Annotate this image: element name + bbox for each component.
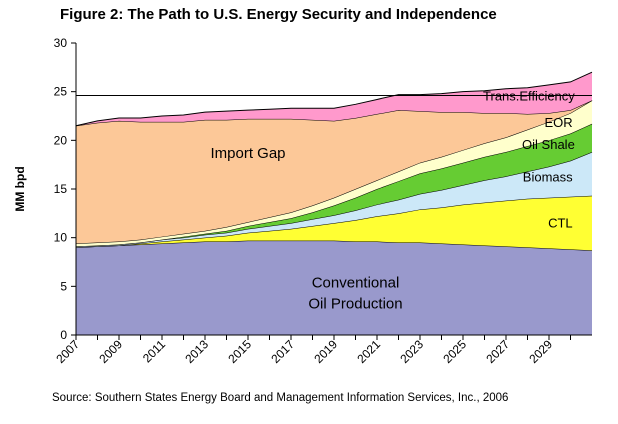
y-tick-label: 15	[54, 182, 68, 196]
x-tick-label: 2029	[526, 337, 555, 366]
series-labels: Conventional Oil Production CTL Biomass Oil …	[210, 89, 575, 313]
area-conventional-oil-production	[76, 240, 592, 335]
boundary-trans-efficiency	[75, 71, 593, 127]
x-tick-label: 2009	[96, 337, 125, 366]
x-tick-label: 2013	[182, 337, 211, 366]
label-import-gap: Import Gap	[210, 145, 285, 162]
y-tick-label: 10	[54, 231, 68, 245]
label-conventional-oil-production: Conventional Oil Production	[308, 275, 402, 313]
x-tick-label: 2011	[140, 337, 168, 365]
x-tick-label: 2023	[397, 337, 426, 366]
y-tick-label: 20	[54, 133, 68, 147]
y-tick-label: 5	[60, 279, 67, 293]
x-tick-label: 2019	[311, 337, 340, 366]
area-import-gap	[76, 100, 592, 244]
chart-areas	[75, 71, 593, 335]
x-tick-label: 2017	[268, 337, 297, 366]
x-tick-label: 2007	[53, 337, 82, 366]
x-tick-label: 2025	[440, 337, 469, 366]
y-tick-label: 0	[60, 328, 67, 342]
y-tick-label: 25	[54, 85, 68, 99]
area-biomass	[76, 152, 592, 248]
chart-title: Figure 2: The Path to U.S. Energy Securi…	[60, 6, 497, 23]
source-note: Source: Southern States Energy Board and…	[52, 392, 509, 404]
label-oil-shale: Oil Shale	[522, 137, 575, 152]
label-ctl: CTL	[548, 216, 573, 231]
label-trans-efficiency: Trans.Efficiency	[483, 89, 575, 104]
x-tick-label: 2021	[354, 337, 383, 366]
label-eor: EOR	[544, 115, 572, 130]
x-tick-label: 2027	[483, 337, 512, 366]
area-ctl	[76, 195, 592, 251]
y-tick-label: 30	[54, 36, 68, 50]
label-biomass: Biomass	[523, 170, 573, 185]
y-axis-label: MM bpd	[13, 166, 27, 211]
x-tick-label: 2015	[225, 337, 254, 366]
